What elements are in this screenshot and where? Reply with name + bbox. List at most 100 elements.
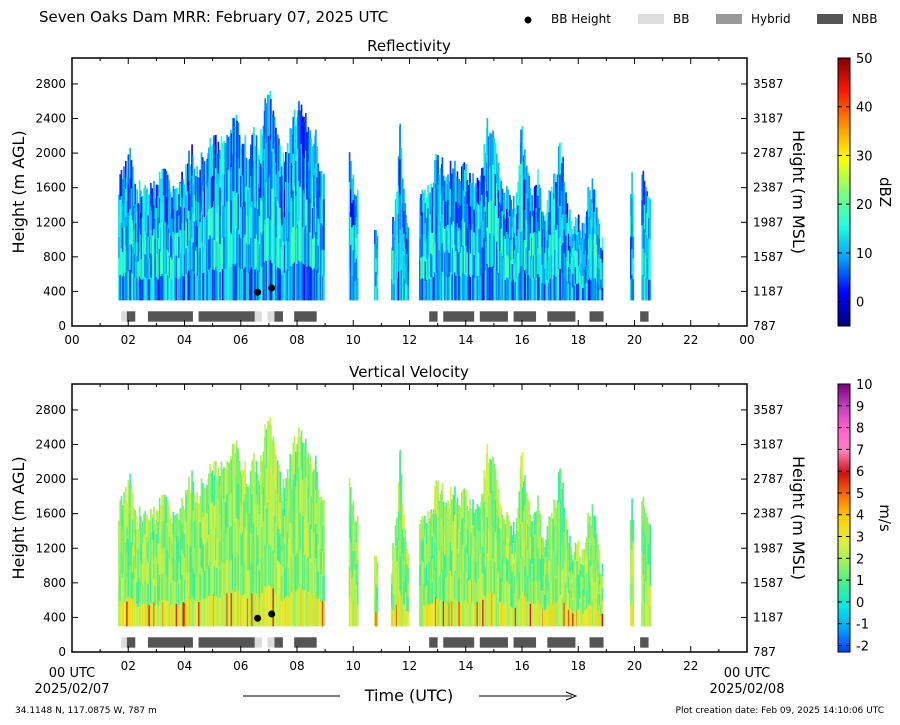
reflectivity-cell bbox=[563, 276, 566, 301]
reflectivity-cell bbox=[131, 273, 134, 301]
velocity-cell bbox=[296, 480, 298, 518]
reflectivity-cell bbox=[450, 274, 453, 301]
velocity-cell bbox=[150, 579, 152, 603]
velocity-cell bbox=[176, 535, 179, 559]
velocity-cell bbox=[535, 603, 538, 627]
reflectivity-cell bbox=[544, 236, 546, 253]
reflectivity-cell bbox=[121, 275, 124, 301]
reflectivity-cell bbox=[315, 231, 317, 267]
velocity-cell bbox=[580, 576, 583, 590]
velocity-cell bbox=[565, 582, 567, 605]
reflectivity-cell bbox=[438, 224, 441, 251]
reflectivity-cell bbox=[303, 122, 306, 158]
velocity-cell bbox=[600, 605, 602, 616]
reflectivity-cell bbox=[577, 265, 580, 284]
velocity-cell bbox=[427, 580, 429, 604]
reflectivity-cell bbox=[583, 284, 586, 301]
velocity-cell bbox=[283, 543, 286, 572]
velocity-cell bbox=[292, 479, 295, 517]
reflectivity-cell bbox=[254, 269, 257, 301]
reflectivity-cell bbox=[424, 222, 427, 243]
reflectivity-cell bbox=[539, 255, 542, 278]
velocity-cell bbox=[266, 502, 269, 545]
reflectivity-cell bbox=[168, 210, 171, 234]
velocity-cell bbox=[421, 537, 424, 561]
velocity-cell bbox=[234, 591, 237, 627]
velocity-cell bbox=[467, 556, 470, 581]
reflectivity-cell bbox=[193, 273, 196, 301]
velocity-cell bbox=[210, 503, 213, 535]
velocity-cell bbox=[522, 481, 525, 511]
reflectivity-cell bbox=[476, 177, 479, 203]
velocity-cell bbox=[534, 512, 536, 536]
reflectivity-cell bbox=[157, 216, 160, 238]
reflectivity-cell bbox=[427, 254, 429, 278]
reflectivity-cell bbox=[181, 223, 183, 250]
velocity-cell bbox=[202, 489, 205, 518]
velocity-cell bbox=[225, 563, 227, 596]
reflectivity-cell bbox=[350, 244, 352, 273]
reflectivity-cell bbox=[439, 273, 442, 301]
velocity-cell bbox=[585, 572, 588, 591]
reflectivity-cell bbox=[467, 253, 470, 278]
velocity-cell bbox=[234, 556, 237, 592]
velocity-cell bbox=[355, 605, 358, 627]
velocity-cell bbox=[129, 534, 132, 566]
reflectivity-cell bbox=[303, 157, 306, 194]
reflectivity-cell bbox=[646, 237, 649, 259]
reflectivity-cell bbox=[421, 189, 424, 213]
velocity-cell bbox=[266, 461, 269, 504]
velocity-cell bbox=[191, 501, 193, 533]
reflectivity-cell bbox=[566, 280, 569, 301]
reflectivity-cell bbox=[118, 278, 120, 301]
reflectivity-cell bbox=[570, 228, 573, 244]
reflectivity-cell bbox=[231, 117, 234, 155]
velocity-cell bbox=[512, 584, 515, 606]
reflectivity-cell bbox=[253, 126, 255, 162]
velocity-cell bbox=[248, 485, 251, 514]
x-tick-label: 12 bbox=[402, 333, 417, 347]
y-tick-label-right: 1587 bbox=[753, 250, 784, 264]
reflectivity-cell bbox=[310, 235, 313, 268]
velocity-cell bbox=[464, 495, 466, 523]
velocity-cell bbox=[273, 442, 276, 480]
velocity-cell bbox=[301, 479, 304, 517]
velocity-cell bbox=[181, 497, 183, 524]
velocity-cell bbox=[456, 548, 459, 575]
reflectivity-cell bbox=[401, 251, 404, 277]
velocity-cell bbox=[180, 532, 182, 557]
reflectivity-cell bbox=[352, 275, 355, 301]
velocity-cell bbox=[459, 578, 462, 603]
reflectivity-cell bbox=[476, 226, 479, 252]
reflectivity-cell bbox=[456, 171, 459, 198]
velocity-cell bbox=[492, 592, 494, 627]
reflectivity-cell bbox=[396, 212, 399, 236]
reflectivity-cell bbox=[476, 275, 479, 301]
reflectivity-cell bbox=[216, 183, 218, 213]
reflectivity-cell bbox=[394, 199, 397, 220]
reflectivity-cell bbox=[522, 184, 525, 214]
reflectivity-cell bbox=[286, 268, 289, 301]
velocity-cell bbox=[356, 559, 359, 583]
velocity-cell bbox=[489, 491, 491, 526]
reflectivity-cell bbox=[567, 250, 570, 268]
reflectivity-cell bbox=[256, 178, 259, 210]
reflectivity-cell bbox=[483, 237, 486, 270]
reflectivity-cell bbox=[121, 227, 124, 252]
velocity-cell bbox=[574, 609, 577, 627]
velocity-cell bbox=[566, 587, 569, 608]
velocity-cell bbox=[501, 559, 504, 582]
reflectivity-cell bbox=[126, 201, 128, 227]
reflectivity-cell bbox=[493, 235, 496, 268]
reflectivity-cell bbox=[574, 250, 577, 268]
reflectivity-cell bbox=[290, 197, 293, 232]
velocity-cell bbox=[236, 482, 238, 519]
reflectivity-cell bbox=[243, 237, 245, 270]
velocity-cell bbox=[476, 552, 479, 578]
velocity-cell bbox=[238, 461, 241, 495]
velocity-cell bbox=[225, 501, 227, 534]
velocity-cell bbox=[270, 505, 272, 546]
reflectivity-cell bbox=[134, 184, 137, 208]
velocity-cell bbox=[223, 466, 225, 500]
velocity-cell bbox=[484, 537, 487, 568]
